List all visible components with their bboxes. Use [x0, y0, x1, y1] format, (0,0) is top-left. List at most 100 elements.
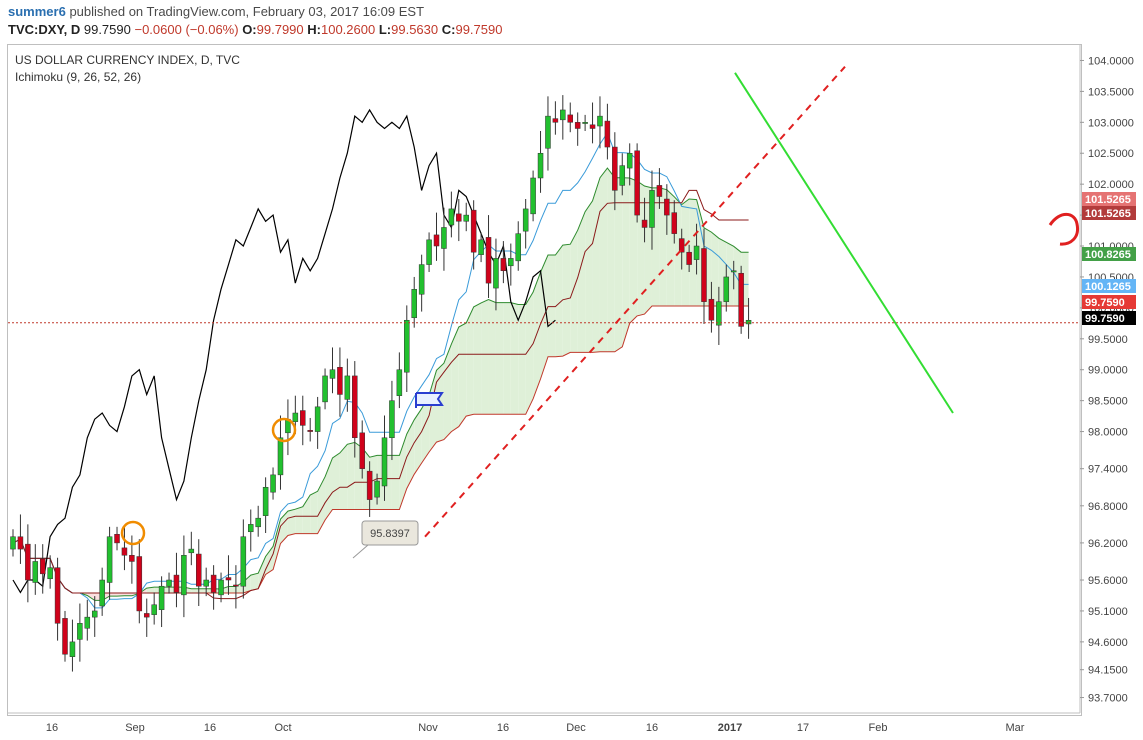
candle-body: [218, 579, 224, 596]
candle-body: [47, 567, 53, 580]
ohlc-line: TVC:DXY, D 99.7590 −0.0600 (−0.06%) O:99…: [8, 22, 502, 37]
candle-body: [448, 208, 455, 226]
candle-body: [567, 114, 573, 123]
trend-red-dashed: [424, 65, 846, 538]
publish-info: published on TradingView.com, February 0…: [69, 4, 425, 19]
candle-body: [664, 198, 670, 216]
price-tag-box: [1082, 206, 1136, 220]
open-value: 99.7990: [256, 22, 304, 37]
dividend-event-icon: [120, 520, 146, 546]
price-tag-box: [1082, 279, 1136, 293]
candle-body: [173, 574, 180, 593]
candle-body: [508, 258, 514, 267]
candle-body: [560, 109, 566, 121]
candle-body: [701, 248, 707, 302]
candle-body: [589, 124, 596, 129]
low-value: 99.5630: [391, 22, 439, 37]
y-tick-label: 99.5000: [1088, 334, 1128, 346]
candle-body: [493, 258, 499, 289]
y-tick-label: 96.2000: [1088, 538, 1128, 550]
candle-body: [292, 412, 299, 422]
candle-body: [612, 146, 618, 191]
price-tag-box: [1082, 247, 1136, 261]
candle-body: [463, 214, 469, 222]
chart-area[interactable]: [7, 44, 1082, 716]
candle-body: [91, 610, 98, 618]
x-tick-label: Dec: [566, 722, 586, 734]
candle-body: [552, 118, 559, 123]
price-tag-label: 101.5265: [1085, 194, 1131, 206]
symbol-label: TVC:DXY, D: [8, 22, 81, 37]
author-link[interactable]: summer6: [8, 4, 66, 19]
candle-body: [649, 190, 655, 228]
candle-body: [433, 234, 440, 247]
cloud-segment: [659, 187, 667, 307]
candle-body: [129, 555, 135, 562]
candle-body: [300, 410, 306, 426]
candle-body: [404, 319, 410, 373]
price-tag-box: [1082, 295, 1136, 309]
cloud-segment: [109, 593, 118, 597]
x-tick-label: Oct: [274, 722, 291, 734]
candle-body: [366, 470, 373, 500]
cloud-segment: [533, 272, 541, 399]
cloud-segment: [458, 323, 467, 427]
price-tag-label: 99.7590: [1085, 297, 1125, 309]
cloud-segment: [406, 419, 415, 489]
price-tag-label: 99.7590: [1085, 313, 1125, 325]
candle-body: [426, 239, 432, 265]
y-tick-label: 96.8000: [1088, 501, 1128, 513]
cloud-segment: [280, 511, 288, 544]
cloud-segment: [510, 302, 519, 415]
candle-body: [381, 437, 388, 487]
candle-body: [478, 239, 484, 255]
x-tick-label: Feb: [869, 722, 888, 734]
cloud-segment: [191, 588, 199, 594]
candle-body: [277, 437, 284, 476]
cloud-segment: [250, 573, 259, 591]
cloud-segment: [451, 327, 459, 432]
candle-body: [597, 115, 603, 127]
cloud-segment: [518, 304, 526, 415]
cloud-segment: [599, 168, 608, 352]
candle-body: [389, 400, 395, 439]
cloud-segment: [473, 302, 482, 415]
candle-body: [693, 245, 700, 260]
y-tick-label: 95.1000: [1088, 606, 1128, 618]
cloud-segment: [525, 292, 534, 415]
candle-body: [17, 536, 24, 550]
low-label: L:: [378, 22, 392, 37]
candle-body: [196, 553, 202, 587]
candle-body: [678, 238, 685, 253]
y-tick-label: 98.0000: [1088, 427, 1128, 439]
candle-body: [738, 272, 744, 327]
price-callout-box: [361, 520, 419, 546]
candle-body: [671, 212, 678, 234]
cloud-segment: [481, 299, 489, 415]
candle-body: [686, 251, 692, 265]
candle-body: [62, 618, 68, 655]
price-change: −0.0600 (−0.06%): [134, 22, 239, 37]
candle-body: [158, 585, 165, 610]
cloud-segment: [421, 395, 430, 464]
candle-body: [77, 623, 83, 640]
candle-body: [344, 375, 351, 400]
x-tick-label: 17: [797, 722, 809, 734]
candle-body: [329, 369, 336, 379]
candle-body: [723, 276, 730, 302]
cloud-segment: [614, 177, 623, 352]
senkou-span-a-line: [12, 167, 749, 601]
candle-body: [10, 536, 16, 550]
kijun-sen-line: [12, 189, 749, 600]
y-tick-label: 102.0000: [1088, 179, 1134, 191]
x-tick-label: 16: [204, 722, 216, 734]
y-tick-label: 94.6000: [1088, 637, 1128, 649]
candle-body: [84, 616, 91, 629]
candle-body: [374, 480, 380, 498]
cloud-segment: [243, 575, 251, 594]
candle-body: [270, 474, 276, 493]
y-tick-label: 98.5000: [1088, 396, 1128, 408]
candle-body: [411, 289, 417, 319]
y-tick-label: 103.0000: [1088, 117, 1134, 129]
